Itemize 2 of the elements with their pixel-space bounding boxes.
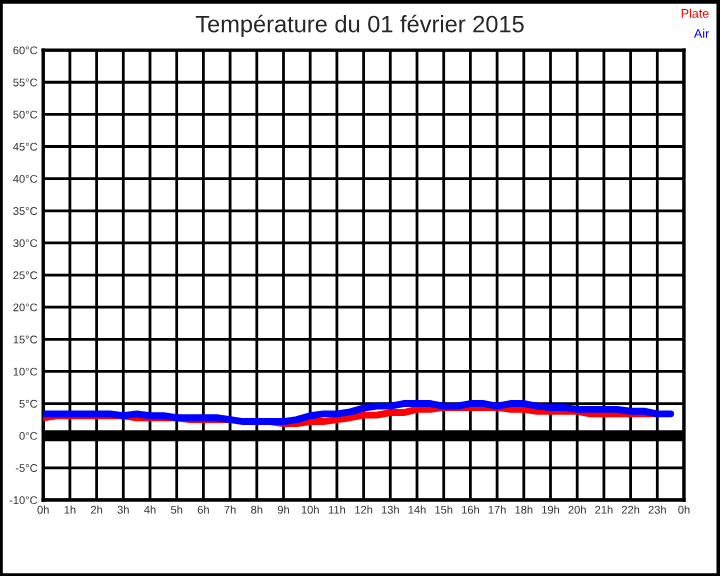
chart-title: Température du 01 février 2015 [195,14,524,38]
line-series [43,400,675,426]
